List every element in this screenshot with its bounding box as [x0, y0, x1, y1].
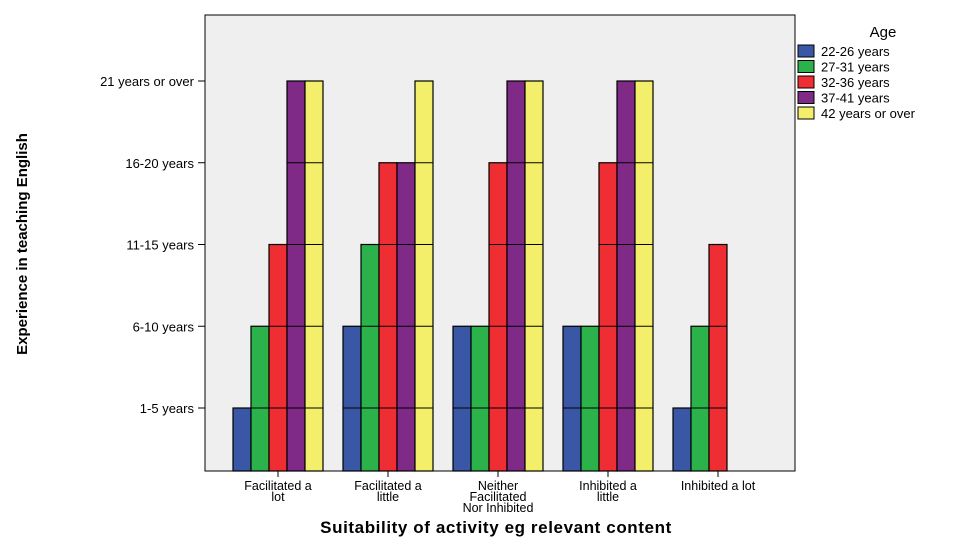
bar-fill: [414, 80, 434, 472]
bar-fill: [524, 80, 544, 472]
bar: [378, 162, 398, 472]
bar: [342, 325, 362, 472]
bar: [286, 80, 306, 472]
bar-fill: [708, 243, 728, 472]
x-category-label: Neither: [478, 479, 518, 493]
y-tick-label: 1-5 years: [140, 401, 195, 416]
legend-item: 22-26 years: [797, 44, 890, 59]
bar: [452, 325, 472, 472]
legend-label: 42 years or over: [821, 106, 916, 121]
legend-item: 37-41 years: [797, 91, 890, 106]
y-tick-label: 21 years or over: [100, 74, 195, 89]
bars: [232, 80, 728, 472]
bar: [672, 407, 692, 472]
bar: [250, 325, 270, 472]
y-axis-ticks: 1-5 years 6-10 years 11-15 years 16-20 year…: [100, 74, 205, 416]
bar-fill: [488, 162, 508, 472]
bar-fill: [616, 80, 636, 472]
x-axis-title: Suitability of activity eg relevant cont…: [320, 518, 672, 537]
bar: [562, 325, 582, 472]
bar: [506, 80, 526, 472]
x-category-label: Inhibited a: [579, 479, 637, 493]
bar-fill: [232, 407, 252, 472]
bar-fill: [672, 407, 692, 472]
bar-fill: [268, 243, 288, 472]
bar: [232, 407, 252, 472]
bar-fill: [250, 325, 270, 472]
bar-fill: [396, 162, 416, 472]
legend-label: 37-41 years: [821, 91, 890, 106]
bar-fill: [562, 325, 582, 472]
x-category-label: Facilitated a: [354, 479, 421, 493]
bar-fill: [690, 325, 710, 472]
bar: [634, 80, 654, 472]
legend-item: 32-36 years: [797, 75, 890, 90]
bar-fill: [470, 325, 490, 472]
y-tick-label: 6-10 years: [133, 319, 195, 334]
x-category-label: Inhibited a lot: [681, 479, 756, 493]
bar: [708, 243, 728, 472]
bar: [396, 162, 416, 472]
bar: [690, 325, 710, 472]
bar: [414, 80, 434, 472]
bar-fill: [378, 162, 398, 472]
legend-swatch: [797, 91, 815, 104]
legend-label: 27-31 years: [821, 60, 890, 75]
x-category-label: little: [597, 490, 619, 504]
x-category-label: little: [377, 490, 399, 504]
bar-fill: [360, 243, 380, 472]
x-category-label: Facilitated: [470, 490, 527, 504]
bar-fill: [286, 80, 306, 472]
legend-label: 32-36 years: [821, 75, 890, 90]
bar: [580, 325, 600, 472]
legend-item: 27-31 years: [797, 60, 890, 75]
legend-swatch: [797, 44, 815, 58]
legend-item: 42 years or over: [797, 106, 916, 121]
legend-title: Age: [870, 24, 897, 41]
bar: [524, 80, 544, 472]
bar: [598, 162, 618, 472]
bar-fill: [304, 80, 324, 472]
legend-swatch: [797, 106, 815, 120]
legend-label: 22-26 years: [821, 44, 890, 59]
bar-fill: [506, 80, 526, 472]
y-tick-label: 16-20 years: [125, 156, 194, 171]
bar: [616, 80, 636, 472]
legend-swatch: [797, 75, 815, 89]
bar: [304, 80, 324, 472]
legend-swatch: [797, 60, 815, 73]
bar-fill: [634, 80, 654, 472]
bar: [268, 243, 288, 472]
bar-fill: [452, 325, 472, 472]
bar-fill: [580, 325, 600, 472]
y-tick-label: 11-15 years: [126, 238, 194, 253]
bar: [488, 162, 508, 472]
bar-fill: [598, 162, 618, 472]
bar: [360, 243, 380, 472]
x-category-label: Nor Inhibited: [463, 501, 534, 515]
bar-fill: [342, 325, 362, 472]
x-category-label: lot: [271, 490, 285, 504]
x-category-label: Facilitated a: [244, 479, 311, 493]
y-axis-title: Experience in teaching English: [14, 133, 31, 355]
bar: [470, 325, 490, 472]
